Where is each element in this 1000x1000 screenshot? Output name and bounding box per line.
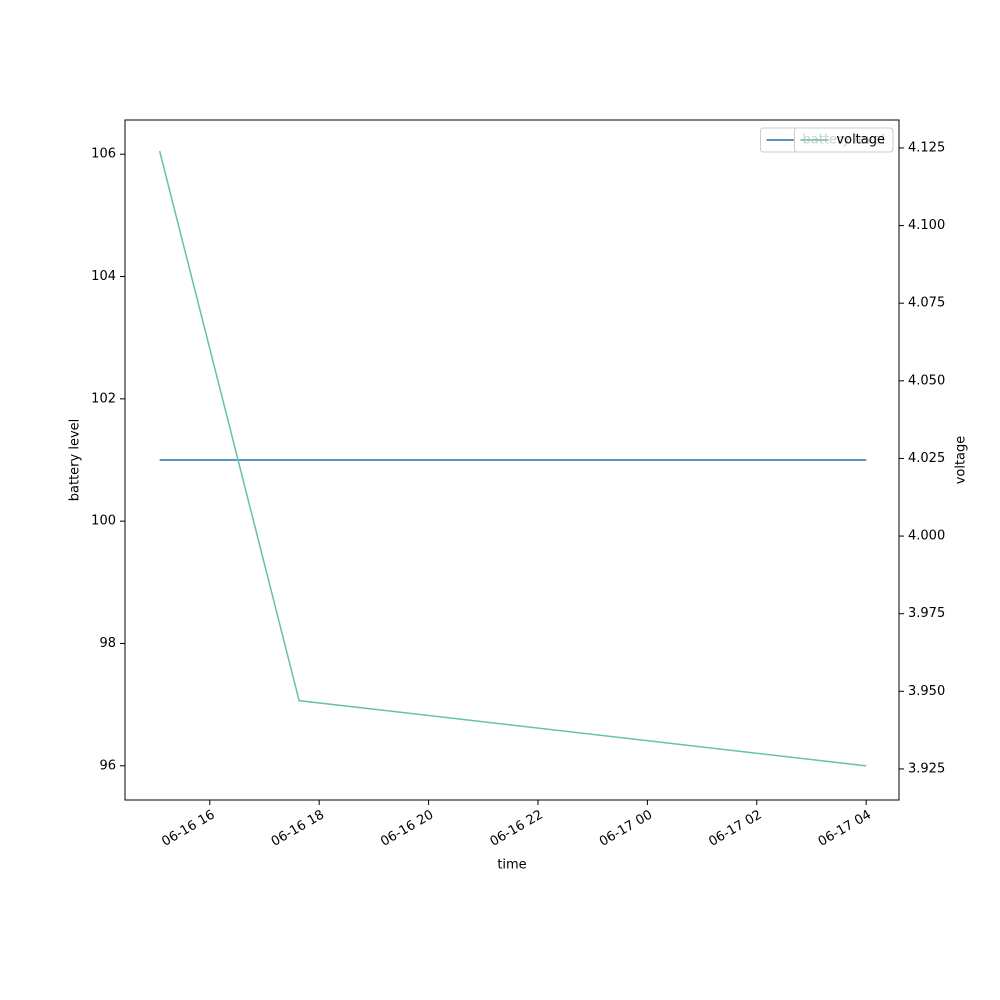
y2-tick-label: 3.975 (908, 606, 945, 621)
y2-tick-label: 4.025 (908, 451, 945, 466)
y-tick-label: 100 (91, 514, 116, 529)
x-axis-label: time (497, 858, 526, 873)
y2-tick-label: 4.125 (908, 140, 945, 155)
x-tick-label: 06-16 22 (488, 808, 546, 850)
y2-tick-label: 3.925 (908, 761, 945, 776)
y2-tick-label: 4.075 (908, 296, 945, 311)
x-tick-label: 06-17 04 (816, 808, 874, 850)
y-tick-label: 98 (99, 636, 116, 651)
y-tick-label: 106 (91, 147, 116, 162)
x-tick-label: 06-17 00 (597, 808, 655, 850)
plot-frame (124, 119, 900, 801)
y2-tick-label: 4.050 (908, 373, 945, 388)
y-tick-label: 102 (91, 391, 116, 406)
y-tick-label: 104 (91, 269, 116, 284)
legend-label: voltage (836, 133, 885, 148)
x-tick-label: 06-16 20 (378, 808, 436, 850)
y2-tick-label: 3.950 (908, 684, 945, 699)
x-tick-label: 06-16 18 (269, 808, 327, 850)
y2-tick-label: 4.100 (908, 218, 945, 233)
legend: voltage (793, 127, 894, 153)
y2-tick-label: 4.000 (908, 529, 945, 544)
y2-axis-label: voltage (954, 436, 969, 485)
y-tick-label: 96 (99, 758, 116, 773)
y-axis-label: battery level (68, 419, 83, 502)
x-tick-label: 06-17 02 (706, 808, 764, 850)
data-line (158, 150, 867, 767)
legend-box (793, 127, 894, 153)
x-tick-label: 06-16 16 (159, 808, 217, 850)
